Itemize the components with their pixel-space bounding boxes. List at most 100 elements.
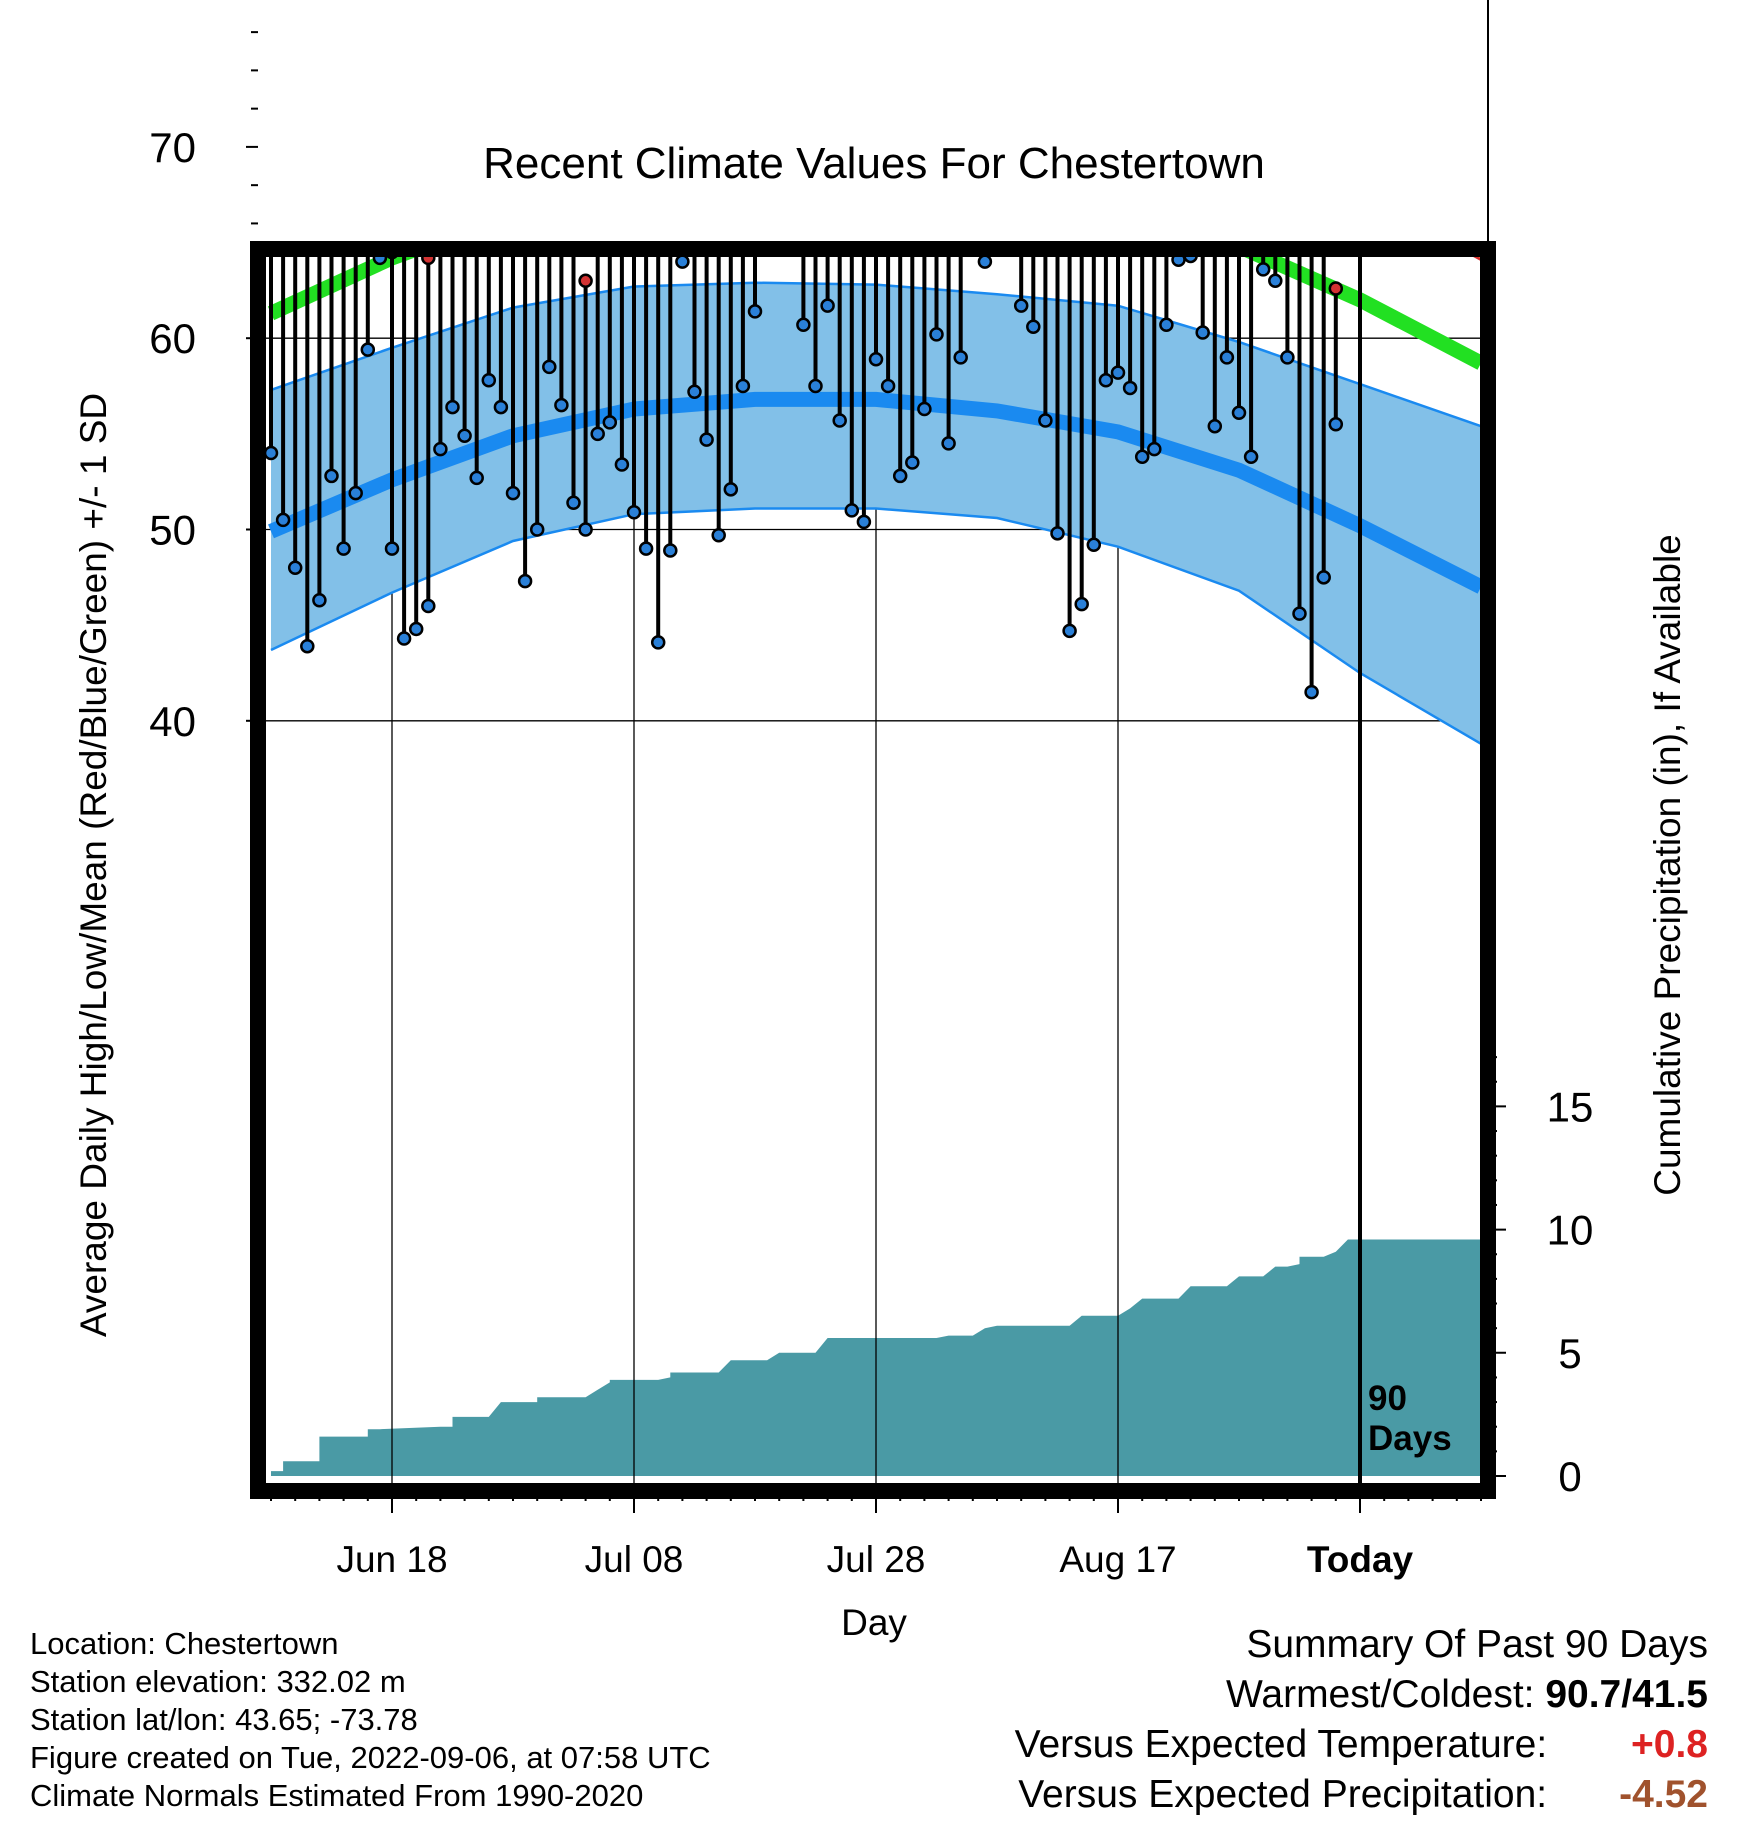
y2-tick-label-0: 0 — [1558, 1453, 1581, 1500]
daily-low-point-50 — [868, 351, 884, 367]
daily-low-point-20 — [505, 485, 521, 501]
daily-high-point-78 — [1209, 0, 1221, 4]
plot-area — [258, 0, 1488, 1491]
daily-high-point-26 — [578, 273, 593, 289]
daily-low-point-71 — [1122, 380, 1138, 396]
daily-low-point-43 — [785, 202, 797, 214]
daily-high-point-1 — [277, 227, 289, 239]
temp-anomaly-label: Versus Expected Temperature: — [1014, 1723, 1548, 1766]
daily-low-point-70 — [1110, 365, 1126, 380]
y2-tick-label-2: 10 — [1547, 1207, 1594, 1254]
daily-high-point-18 — [483, 36, 495, 48]
daily-low-point-51 — [880, 378, 896, 394]
daily-high-point-88 — [1328, 281, 1344, 296]
y2-tick-label-1: 5 — [1558, 1330, 1581, 1377]
daily-low-point-74 — [1159, 317, 1174, 333]
temp-anomaly-value: +0.8 — [1631, 1723, 1708, 1766]
today-days-label-2: Days — [1368, 1419, 1452, 1458]
daily-low-point-24 — [554, 397, 569, 413]
daily-low-point-44 — [796, 317, 811, 333]
temp-anomaly-row: Versus Expected Temperature: +0.8 — [1015, 1720, 1708, 1770]
warmest-coldest-value: 90.7/41.5 — [1545, 1673, 1708, 1716]
daily-high-point-25 — [568, 0, 580, 8]
daily-high-point-64 — [1039, 89, 1051, 101]
precipitation-area — [271, 1239, 1488, 1476]
daily-low-point-52 — [892, 468, 908, 484]
daily-low-point-13 — [421, 598, 436, 614]
y-tick-label-2: 60 — [149, 315, 196, 362]
daily-high-point-39 — [737, 70, 749, 82]
daily-high-point-83 — [1269, 85, 1281, 97]
precip-anomaly-label: Versus Expected Precipitation: — [1018, 1773, 1548, 1816]
daily-low-point-25 — [566, 495, 581, 510]
normal-high-mean-line — [271, 0, 1481, 137]
x-axis: Jun 18 Jul 08 Jul 28 Aug 17 Today — [270, 1491, 1482, 1580]
daily-low-point-26 — [578, 522, 593, 537]
daily-low-point-15 — [445, 399, 460, 415]
chart-title: Recent Climate Values For Chestertown — [483, 139, 1265, 188]
y-tick-label-1: 50 — [149, 507, 196, 554]
daily-low-point-69 — [1098, 373, 1114, 388]
daily-low-point-63 — [1026, 319, 1041, 334]
daily-low-point-2 — [287, 560, 303, 576]
daily-low-point-12 — [408, 621, 424, 637]
daily-high-point-31 — [640, 0, 652, 9]
y2-axis-label: Cumulative Precipitation (in), If Availa… — [1647, 534, 1688, 1196]
daily-high-point-51 — [882, 22, 894, 34]
daily-high-point-70 — [1112, 11, 1124, 23]
normal-low-mean-line — [268, 391, 1485, 594]
y-tick-label-0: 40 — [149, 698, 196, 745]
daily-high-point-47 — [834, 55, 846, 67]
daily-high-point-6 — [338, 3, 350, 15]
daily-low-point-83 — [1268, 273, 1283, 289]
x-tick-label-3: Aug 17 — [1059, 1539, 1176, 1580]
daily-low-point-19 — [493, 399, 509, 415]
daily-low-point-72 — [1134, 449, 1150, 465]
daily-low-point-80 — [1231, 405, 1247, 421]
daily-low-point-46 — [820, 298, 835, 313]
daily-low-point-73 — [1147, 441, 1162, 457]
daily-high-point-12 — [410, 49, 422, 61]
y-tick-label-3: 70 — [149, 124, 196, 171]
y-axis-label: Average Daily High/Low/Mean (Red/Blue/Gr… — [73, 393, 114, 1337]
daily-low-point-14 — [433, 441, 448, 457]
daily-low-point-17 — [469, 470, 484, 486]
daily-high-point-14 — [434, 217, 446, 229]
daily-high-point-27 — [592, 55, 604, 67]
daily-low-point-78 — [1207, 418, 1223, 434]
daily-low-point-21 — [517, 573, 533, 589]
daily-low-point-5 — [324, 468, 339, 484]
daily-high-point-85 — [1294, 55, 1306, 67]
daily-low-point-48 — [844, 503, 860, 518]
daily-low-point-49 — [856, 514, 872, 530]
daily-high-point-30 — [628, 49, 640, 61]
daily-high-point-24 — [555, 17, 567, 29]
warmest-coldest-row: Warmest/Coldest: 90.7/41.5 — [1015, 1670, 1708, 1720]
daily-low-point-79 — [1219, 350, 1235, 365]
warmest-coldest-label: Warmest/Coldest: — [1226, 1673, 1535, 1716]
daily-high-point-9 — [374, 20, 386, 32]
daily-low-point-31 — [638, 541, 654, 556]
daily-low-point-55 — [929, 327, 944, 342]
x-axis-label: Day — [841, 1602, 907, 1643]
daily-high-point-75 — [1173, 9, 1185, 21]
daily-high-point-0 — [265, 91, 277, 103]
daily-low-point-7 — [348, 485, 363, 501]
precip-anomaly-value: -4.52 — [1619, 1773, 1708, 1816]
normal-high-band — [1460, 249, 1481, 260]
daily-high-point-5 — [326, 18, 338, 30]
daily-low-point-87 — [1316, 570, 1331, 585]
summary-title: Summary Of Past 90 Days — [1246, 1623, 1708, 1666]
daily-high-point-19 — [495, 70, 507, 82]
daily-low-point-77 — [1195, 325, 1210, 340]
created-text: Figure created on Tue, 2022-09-06, at 07… — [30, 1740, 711, 1775]
daily-low-point-37 — [711, 527, 726, 543]
daily-high-point-35 — [689, 17, 701, 29]
daily-high-point-69 — [1100, 20, 1112, 32]
daily-low-point-0 — [263, 445, 279, 461]
daily-low-point-28 — [602, 415, 618, 430]
y-axis-right: 0 5 10 15 — [1487, 0, 1594, 1500]
daily-low-point-6 — [336, 541, 351, 556]
daily-low-point-56 — [941, 436, 956, 451]
daily-low-point-3 — [300, 638, 315, 654]
